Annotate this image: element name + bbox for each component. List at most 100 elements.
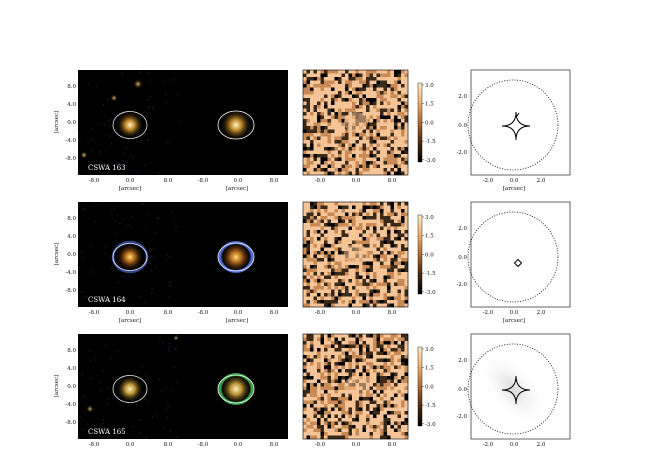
y-tick: 0.0 xyxy=(67,384,76,390)
x-tick: 2.0 xyxy=(537,178,546,184)
caustic-circle xyxy=(467,343,559,435)
x-axis-label: [arcsec] xyxy=(503,318,525,324)
y-axis-label: [arcsec] xyxy=(54,375,60,397)
mask-ellipse xyxy=(217,242,255,272)
colorbar xyxy=(417,82,423,163)
y-tick: -2.0 xyxy=(456,414,467,420)
x-tick: 8.0 xyxy=(270,178,279,184)
x-tick: 8.0 xyxy=(270,310,279,316)
caustic-astroid xyxy=(501,375,531,405)
row-2: CSWA 164 3.0 1.5 0.0 -1.5 -3.0 8.0 4.0 0.0 -4.0 -8… xyxy=(54,201,571,324)
colorbar-tick: -1.5 xyxy=(425,271,436,277)
y-tick: -2.0 xyxy=(456,282,467,288)
source-mark xyxy=(516,112,520,117)
x-tick: 8.0 xyxy=(388,178,397,184)
x-tick: 0.0 xyxy=(126,178,135,184)
lens-galaxy xyxy=(116,243,144,271)
x-axis-label: [arcsec] xyxy=(503,186,525,192)
lens-galaxy xyxy=(116,111,144,139)
x-axis-label: [arcsec] xyxy=(226,318,248,324)
x-axis-label: [arcsec] xyxy=(119,318,141,324)
colorbar-tick: 0.0 xyxy=(425,252,434,258)
y-tick: -2.0 xyxy=(456,150,467,156)
model-ring xyxy=(218,373,254,405)
caustic-circle xyxy=(467,79,559,171)
caustic-circle xyxy=(467,211,559,303)
model-ring xyxy=(218,241,254,273)
x-tick: -8.0 xyxy=(89,178,100,184)
colorbar-tick: 0.0 xyxy=(425,120,434,126)
row-3: CSWA 165 3.0 1.5 0.0 -1.5 -3.0 8.0 4.0 0.0 -4.0 -8… xyxy=(54,333,571,448)
source-plane-panel xyxy=(470,69,571,176)
x-tick: -2.0 xyxy=(483,310,494,316)
source-plane-panel xyxy=(470,201,571,308)
x-tick: -8.0 xyxy=(315,310,326,316)
x-tick: -8.0 xyxy=(89,442,100,448)
x-tick: 0.0 xyxy=(352,178,361,184)
colorbar-tick: -1.5 xyxy=(425,139,436,145)
residual-panel xyxy=(303,334,409,440)
y-tick: 4.0 xyxy=(67,234,76,240)
y-axis-label: [arcsec] xyxy=(54,111,60,133)
model-galaxy xyxy=(220,109,252,141)
x-tick: 0.0 xyxy=(510,310,519,316)
row-1: CSWA 163 3.0 1.5 0.0 -1.5 -3.0 8.0 4.0 0.0 -4.0 -8… xyxy=(54,69,571,192)
y-tick: 0.0 xyxy=(458,255,467,261)
colorbar-tick: -3.0 xyxy=(425,422,436,428)
x-axis-label: [arcsec] xyxy=(226,186,248,192)
masked-region xyxy=(344,112,368,132)
x-tick: -8.0 xyxy=(198,178,209,184)
y-tick: 2.0 xyxy=(458,94,467,100)
y-tick: 2.0 xyxy=(458,358,467,364)
colorbar-tick: 3.0 xyxy=(425,347,434,353)
y-tick: -8.0 xyxy=(65,420,76,426)
x-tick: 0.0 xyxy=(126,442,135,448)
field-star xyxy=(110,94,118,102)
field-star xyxy=(173,335,179,341)
lens-galaxy xyxy=(116,375,144,403)
x-tick: 0.0 xyxy=(234,310,243,316)
colorbar-tick: 0.0 xyxy=(425,384,434,390)
caustic-astroid xyxy=(501,111,531,141)
x-tick: 0.0 xyxy=(234,442,243,448)
x-tick: -8.0 xyxy=(315,178,326,184)
y-tick: 4.0 xyxy=(67,102,76,108)
x-tick: -2.0 xyxy=(483,442,494,448)
mask-ellipse xyxy=(112,375,148,403)
y-tick: -4.0 xyxy=(65,270,76,276)
y-tick: 8.0 xyxy=(67,348,76,354)
residual-panel xyxy=(303,202,409,308)
source-light xyxy=(480,352,546,426)
colorbar-tick: 3.0 xyxy=(425,215,434,221)
system-name: CSWA 165 xyxy=(88,428,126,436)
y-tick: 0.0 xyxy=(67,120,76,126)
x-tick: 2.0 xyxy=(537,442,546,448)
y-tick: 0.0 xyxy=(458,123,467,129)
colorbar-tick: 1.5 xyxy=(425,102,434,108)
colorbar-tick: -3.0 xyxy=(425,158,436,164)
mask-ellipse xyxy=(217,110,255,140)
colorbar-tick: -3.0 xyxy=(425,290,436,296)
x-tick: 8.0 xyxy=(388,310,397,316)
x-tick: 8.0 xyxy=(270,442,279,448)
colorbar-tick: 1.5 xyxy=(425,234,434,240)
x-tick: 0.0 xyxy=(510,442,519,448)
x-tick: 0.0 xyxy=(352,310,361,316)
field-star xyxy=(80,151,88,159)
masked-region xyxy=(344,376,368,396)
model-galaxy xyxy=(220,373,252,405)
y-axis-label: [arcsec] xyxy=(54,243,60,265)
x-tick: -8.0 xyxy=(89,310,100,316)
x-tick: 8.0 xyxy=(388,442,397,448)
y-tick: 2.0 xyxy=(458,226,467,232)
x-tick: -8.0 xyxy=(315,442,326,448)
x-tick: -8.0 xyxy=(198,310,209,316)
masked-region xyxy=(344,244,368,264)
y-tick: 8.0 xyxy=(67,216,76,222)
system-name: CSWA 163 xyxy=(88,164,126,172)
x-tick: 0.0 xyxy=(234,178,243,184)
field-star xyxy=(86,405,94,413)
field-star xyxy=(133,79,143,89)
y-tick: -4.0 xyxy=(65,138,76,144)
